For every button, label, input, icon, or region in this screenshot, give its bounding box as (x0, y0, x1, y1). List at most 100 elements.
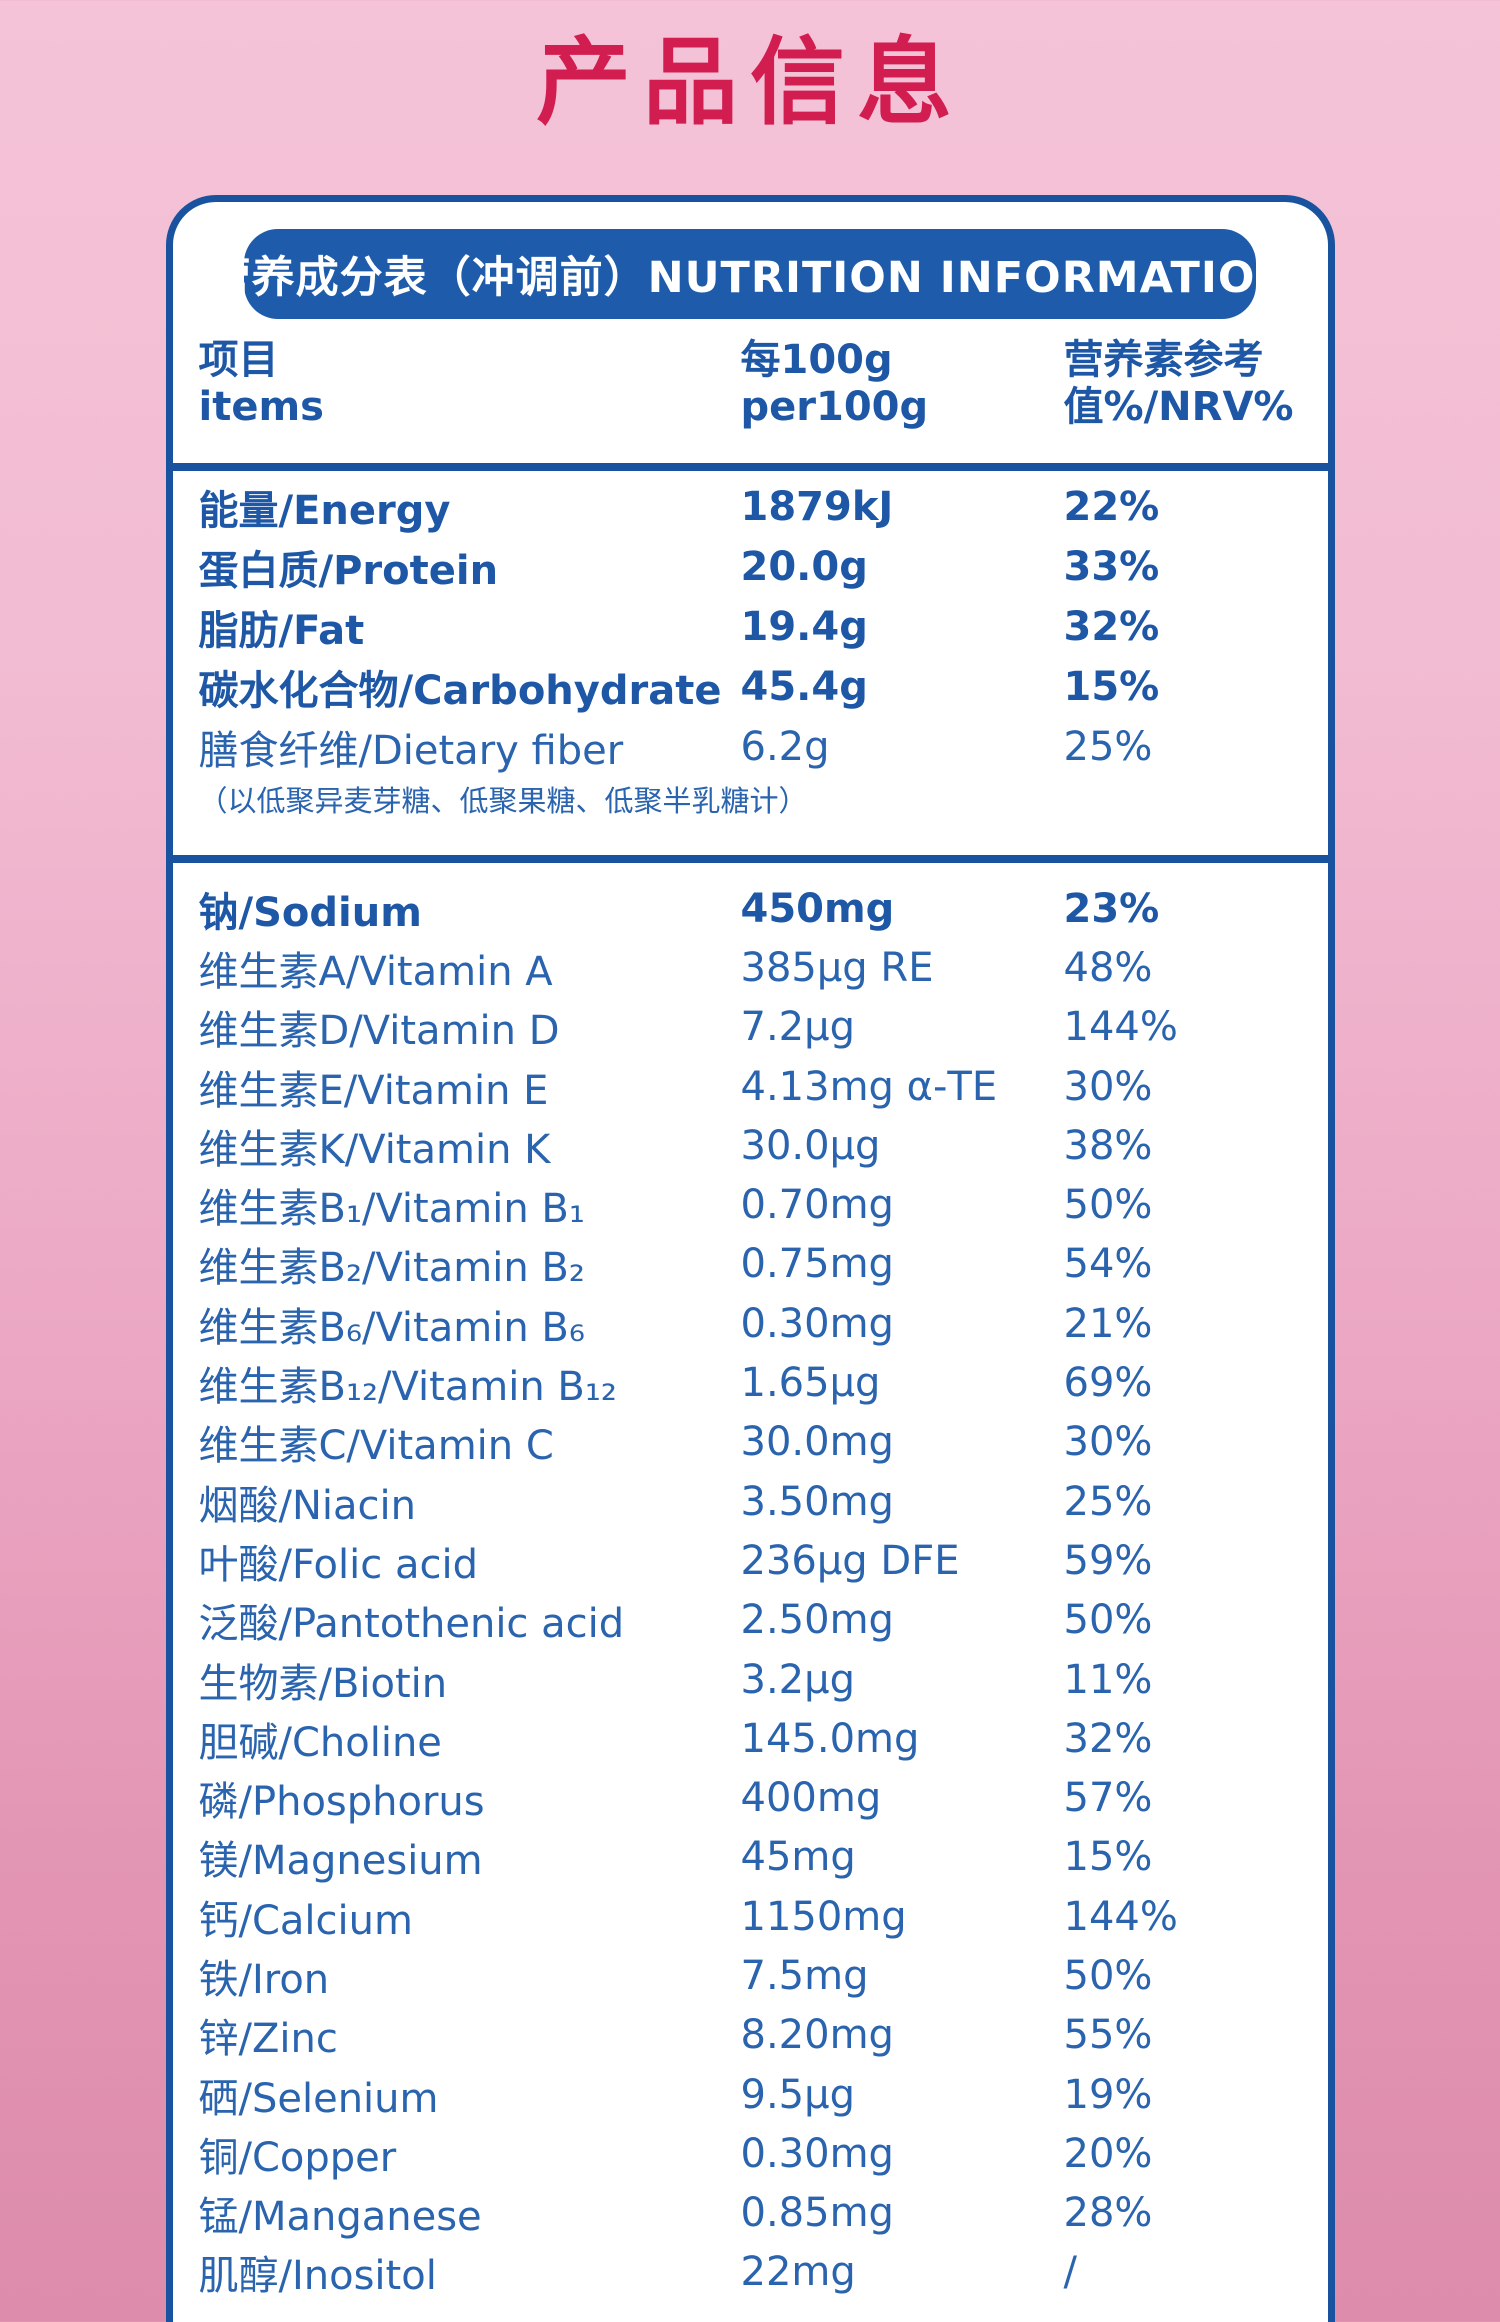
row-nrv: 144% (1063, 1893, 1178, 1940)
table-row: 维生素B₁/Vitamin B₁ 0.70mg 50% (173, 1175, 1328, 1234)
row-label: 维生素A/Vitamin A (198, 948, 553, 995)
row-label: 烟酸/Niacin (198, 1482, 416, 1529)
row-label: 维生素B₂/Vitamin B₂ (198, 1245, 585, 1292)
row-value: 19.4g (740, 604, 868, 650)
row-nrv: 23% (1063, 885, 1160, 932)
table-row: 碳水化合物/Carbohydrate 45.4g 15% (173, 657, 1328, 717)
table-row: 维生素B₁₂/Vitamin B₁₂ 1.65μg 69% (173, 1353, 1328, 1412)
row-nrv: 28% (1063, 2190, 1153, 2237)
row-value: 3.50mg (740, 1478, 894, 1525)
row-label: 维生素B₁₂/Vitamin B₁₂ (198, 1364, 617, 1411)
table-row: 生物素/Biotin 3.2μg 11% (173, 1650, 1328, 1709)
table-row: 蛋白质/Protein 20.0g 33% (173, 537, 1328, 597)
table-row: 膳食纤维/Dietary fiber 6.2g 25% (173, 717, 1328, 777)
row-value: 0.30mg (740, 2130, 894, 2177)
row-label: 维生素C/Vitamin C (198, 1423, 554, 1470)
column-header-nrv-en: 值%/NRV% (1063, 384, 1294, 430)
row-nrv: 144% (1063, 1004, 1178, 1051)
row-nrv: 59% (1063, 1537, 1153, 1584)
row-label: 维生素E/Vitamin E (198, 1067, 549, 1114)
row-value: 1879kJ (740, 484, 894, 530)
table-row: 锰/Manganese 0.85mg 28% (173, 2184, 1328, 2243)
table-row: 铁/Iron 7.5mg 50% (173, 1946, 1328, 2005)
column-header-items: 项目 items (199, 337, 741, 431)
row-value: 45mg (740, 1834, 856, 1881)
row-nrv: 38% (1063, 1122, 1153, 1169)
row-value: 30.0μg (740, 1122, 881, 1169)
row-nrv: 20% (1063, 2130, 1153, 2177)
table-row: 磷/Phosphorus 400mg 57% (173, 1768, 1328, 1827)
row-value: 6.2g (740, 724, 830, 770)
table-row: 叶酸/Folic acid 236μg DFE 59% (173, 1531, 1328, 1590)
row-nrv: 32% (1063, 1715, 1153, 1762)
row-nrv: 50% (1063, 1597, 1153, 1644)
row-value: 0.70mg (740, 1182, 894, 1229)
nutrition-info-card: 营养成分表（冲调前）NUTRITION INFORMATION 项目 items… (165, 195, 1335, 2322)
row-label: 膳食纤维/Dietary fiber (198, 728, 624, 774)
row-label: 维生素D/Vitamin D (198, 1008, 560, 1055)
row-value: 450mg (740, 885, 895, 932)
row-label: 维生素B₁/Vitamin B₁ (198, 1186, 585, 1233)
row-label: 锰/Manganese (198, 2194, 482, 2241)
row-label: 钠/Sodium (198, 889, 422, 936)
row-value: 1.65μg (740, 1360, 881, 1407)
row-label: 硒/Selenium (198, 2075, 439, 2122)
section-divider-middle (172, 855, 1328, 863)
row-value: 7.2μg (740, 1004, 855, 1051)
table-row: 硒/Selenium 9.5μg 19% (173, 2065, 1328, 2124)
row-label: 生物素/Biotin (198, 1660, 448, 1707)
macro-nutrients-section: 能量/Energy 1879kJ 22% 蛋白质/Protein 20.0g 3… (173, 471, 1328, 777)
row-nrv: 22% (1063, 484, 1160, 530)
column-header-nrv: 营养素参考 值%/NRV% (1064, 337, 1318, 431)
table-row: 能量/Energy 1879kJ 22% (173, 477, 1328, 537)
row-label: 钙/Calcium (198, 1897, 413, 1944)
table-row: 钠/Sodium 450mg 23% (173, 879, 1328, 938)
row-label: 泛酸/Pantothenic acid (198, 1601, 625, 1648)
row-label: 叶酸/Folic acid (198, 1541, 478, 1588)
row-label: 磷/Phosphorus (198, 1779, 485, 1826)
row-value: 0.30mg (740, 1300, 894, 1347)
row-value: 2.50mg (740, 1597, 894, 1644)
row-value: 30.0mg (740, 1419, 894, 1466)
table-row: 肌醇/Inositol 22mg / (173, 2243, 1328, 2302)
column-header-items-en: items (198, 384, 324, 430)
row-label: 维生素B₆/Vitamin B₆ (198, 1304, 585, 1351)
row-nrv: 48% (1063, 944, 1153, 991)
section-divider-top (172, 463, 1328, 471)
micro-nutrients-section: 钠/Sodium 450mg 23% 维生素A/Vitamin A 385μg … (173, 863, 1328, 2302)
row-value: 4.13mg α-TE (740, 1063, 998, 1110)
row-label: 维生素K/Vitamin K (198, 1126, 551, 1173)
row-label: 蛋白质/Protein (198, 548, 499, 594)
row-nrv: / (1063, 2249, 1077, 2296)
row-label: 镁/Magnesium (198, 1838, 483, 1885)
row-nrv: 50% (1063, 1182, 1153, 1229)
row-nrv: 21% (1063, 1300, 1153, 1347)
row-nrv: 15% (1063, 1834, 1153, 1881)
row-nrv: 32% (1063, 604, 1160, 650)
table-row: 铜/Copper 0.30mg 20% (173, 2124, 1328, 2183)
dietary-fiber-note: （以低聚异麦芽糖、低聚果糖、低聚半乳糖计） (198, 784, 808, 818)
row-nrv: 57% (1063, 1775, 1153, 1822)
table-row: 维生素E/Vitamin E 4.13mg α-TE 30% (173, 1057, 1328, 1116)
row-nrv: 55% (1063, 2012, 1153, 2059)
table-row: 脂肪/Fat 19.4g 32% (173, 597, 1328, 657)
table-column-headers: 项目 items 每100g per100g 营养素参考 值%/NRV% (173, 337, 1328, 431)
table-row: 锌/Zinc 8.20mg 55% (173, 2006, 1328, 2065)
row-value: 400mg (740, 1775, 882, 1822)
row-value: 3.2μg (740, 1656, 855, 1703)
row-value: 145.0mg (740, 1715, 920, 1762)
row-label: 碳水化合物/Carbohydrate (198, 668, 722, 714)
row-value: 0.85mg (740, 2190, 894, 2237)
page-title: 产品信息 (535, 28, 964, 138)
table-row: 胆碱/Choline 145.0mg 32% (173, 1709, 1328, 1768)
row-nrv: 33% (1063, 544, 1160, 590)
row-nrv: 15% (1063, 664, 1160, 710)
table-row: 镁/Magnesium 45mg 15% (173, 1828, 1328, 1887)
nutrition-table-title-bar: 营养成分表（冲调前）NUTRITION INFORMATION (208, 229, 1291, 319)
row-nrv: 25% (1063, 1478, 1153, 1525)
row-value: 20.0g (740, 544, 868, 590)
table-row: 维生素A/Vitamin A 385μg RE 48% (173, 938, 1328, 997)
row-nrv: 50% (1063, 1952, 1153, 1999)
row-value: 9.5μg (740, 2071, 855, 2118)
